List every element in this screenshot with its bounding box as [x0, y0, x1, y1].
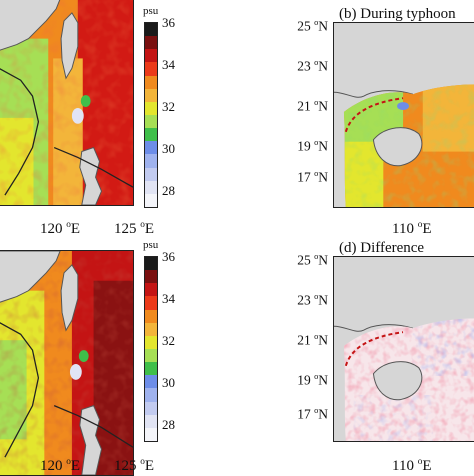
colorbar-swatch — [145, 283, 157, 297]
panel-b-title: (b) During typhoon — [337, 6, 458, 22]
colorbar-tick: 34 — [162, 57, 175, 72]
colorbar-swatch — [145, 128, 157, 142]
typhoon-track-c — [0, 322, 40, 458]
land-luzon-c — [79, 405, 102, 475]
lon-label-120-bottom: 120 oE — [40, 457, 81, 474]
lat-label-d: 19 oN — [297, 372, 328, 388]
colorbar-swatch — [145, 193, 157, 207]
salinity-map-a — [0, 0, 133, 205]
colorbar-swatch — [145, 348, 157, 363]
colorbar-swatch — [145, 154, 157, 168]
colorbar-swatch — [145, 180, 157, 194]
colorbar-swatch — [145, 375, 157, 389]
lon-label-d: 110 oE — [392, 457, 432, 474]
map-panel-d — [333, 256, 474, 442]
colorbar-tick: 28 — [162, 183, 175, 198]
map-panel-a — [0, 0, 134, 206]
colorbar-segments — [145, 23, 157, 207]
colorbar-swatch — [145, 141, 157, 155]
colorbar-tick: 36 — [162, 249, 175, 264]
colorbar-swatch — [145, 75, 157, 89]
lon-label-120-top: 120 oE — [40, 220, 81, 237]
colorbar-swatch — [145, 309, 157, 323]
colorbar-swatch — [145, 49, 157, 63]
map-panel-c — [0, 250, 134, 476]
colorbar-swatch — [145, 322, 157, 336]
colorbar-top — [144, 22, 158, 208]
lat-label-d: 21 oN — [297, 332, 328, 348]
lat-label-b: 25 oN — [297, 18, 328, 34]
lat-label-d: 17 oN — [297, 406, 328, 422]
land-taiwan-c — [60, 264, 79, 332]
colorbar-tick: 30 — [162, 141, 175, 156]
colorbar-swatch — [145, 335, 157, 349]
colorbar-tick: 30 — [162, 375, 175, 390]
salinity-map-c — [0, 251, 133, 475]
colorbar-swatch — [145, 167, 157, 181]
colorbar-tick: 32 — [162, 99, 175, 114]
colorbar-swatch — [145, 101, 157, 115]
colorbar-swatch — [145, 401, 157, 415]
colorbar-tick: 28 — [162, 417, 175, 432]
colorbar-swatch — [145, 388, 157, 402]
colorbar-swatch — [145, 62, 157, 76]
colorbar-swatch — [145, 88, 157, 102]
lat-label-d: 25 oN — [297, 252, 328, 268]
colorbar-swatch — [145, 296, 157, 310]
colorbar-tick: 36 — [162, 15, 175, 30]
lat-label-b: 21 oN — [297, 98, 328, 114]
lat-label-b: 17 oN — [297, 169, 328, 185]
salinity-map-b — [334, 84, 474, 207]
panel-d-title: (d) Difference — [337, 240, 427, 256]
lon-label-b: 110 oE — [392, 220, 432, 237]
difference-map-d — [334, 318, 474, 441]
land-hainan-b — [372, 127, 423, 167]
colorbar-swatch — [145, 362, 157, 376]
colorbar-swatch — [145, 414, 157, 428]
land-luzon-a — [79, 146, 103, 205]
colorbar-swatch — [145, 23, 157, 37]
map-panel-b — [333, 22, 474, 208]
colorbar-swatch — [145, 270, 157, 284]
typhoon-track-a — [0, 68, 40, 196]
colorbar-swatch — [145, 427, 157, 441]
land-mainland-a — [0, 0, 61, 51]
lat-label-b: 19 oN — [297, 138, 328, 154]
lon-label-125-bottom: 125 oE — [114, 457, 155, 474]
colorbar-tick: 34 — [162, 291, 175, 306]
colorbar-unit-bottom: psu — [143, 239, 159, 251]
colorbar-bottom — [144, 256, 158, 442]
lat-label-d: 23 oN — [297, 292, 328, 308]
colorbar-swatch — [145, 257, 157, 271]
land-taiwan-a — [60, 12, 79, 80]
colorbar-swatch — [145, 114, 157, 129]
colorbar-segments — [145, 257, 157, 441]
land-hainan-d — [372, 361, 423, 401]
colorbar-tick: 32 — [162, 333, 175, 348]
land-mainland-c — [0, 251, 61, 303]
colorbar-swatch — [145, 36, 157, 50]
lon-label-125-top: 125 oE — [114, 220, 155, 237]
colorbar-unit-top: psu — [143, 5, 159, 17]
lat-label-b: 23 oN — [297, 58, 328, 74]
